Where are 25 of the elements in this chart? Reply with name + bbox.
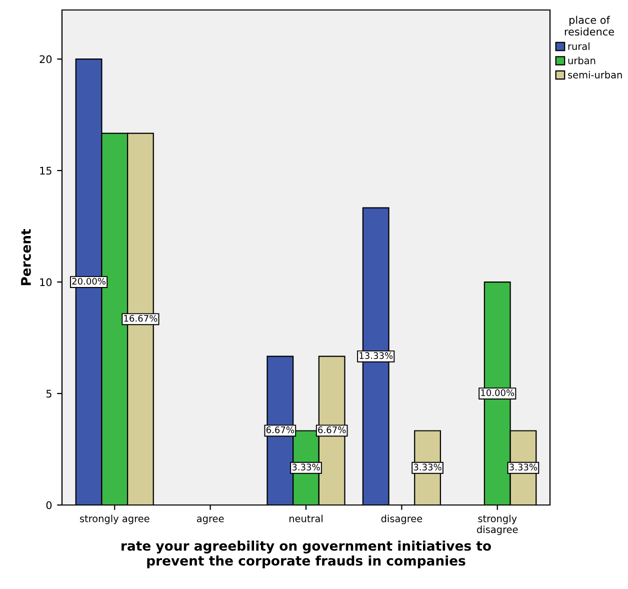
x-tick-label: strongly disagree	[477, 514, 518, 536]
legend-label: urban	[568, 56, 596, 64]
data-label: 3.33%	[292, 464, 320, 470]
x-tick-label: neutral	[289, 514, 322, 522]
y-tick-label: 15	[40, 166, 52, 175]
x-tick-label: disagree	[381, 514, 422, 524]
data-label: 13.33%	[360, 352, 393, 360]
data-label: 16.67%	[124, 314, 158, 322]
x-tick-label: strongly agree	[80, 514, 150, 524]
y-tick-label: 5	[46, 390, 52, 398]
x-axis-title: rate your agreebility on government initiatives to prevent the corporate frauds in companies	[122, 540, 491, 568]
data-label: 6.67%	[266, 426, 294, 434]
x-tick-label: agree	[196, 516, 224, 524]
legend-label: rural	[568, 42, 590, 50]
y-tick-label: 10	[40, 278, 52, 286]
y-axis-title: Percent	[21, 229, 31, 286]
y-tick-label: 0	[46, 501, 52, 510]
data-label: 6.67%	[318, 426, 346, 434]
data-label: 3.33%	[510, 464, 538, 470]
data-label: 20.00%	[72, 278, 106, 285]
y-tick-label: 20	[40, 55, 52, 64]
data-label: 3.33%	[414, 464, 442, 470]
legend-title: place of residence	[564, 16, 614, 36]
data-label: 10.00%	[481, 389, 514, 396]
legend-label: semi-urban	[568, 70, 622, 79]
